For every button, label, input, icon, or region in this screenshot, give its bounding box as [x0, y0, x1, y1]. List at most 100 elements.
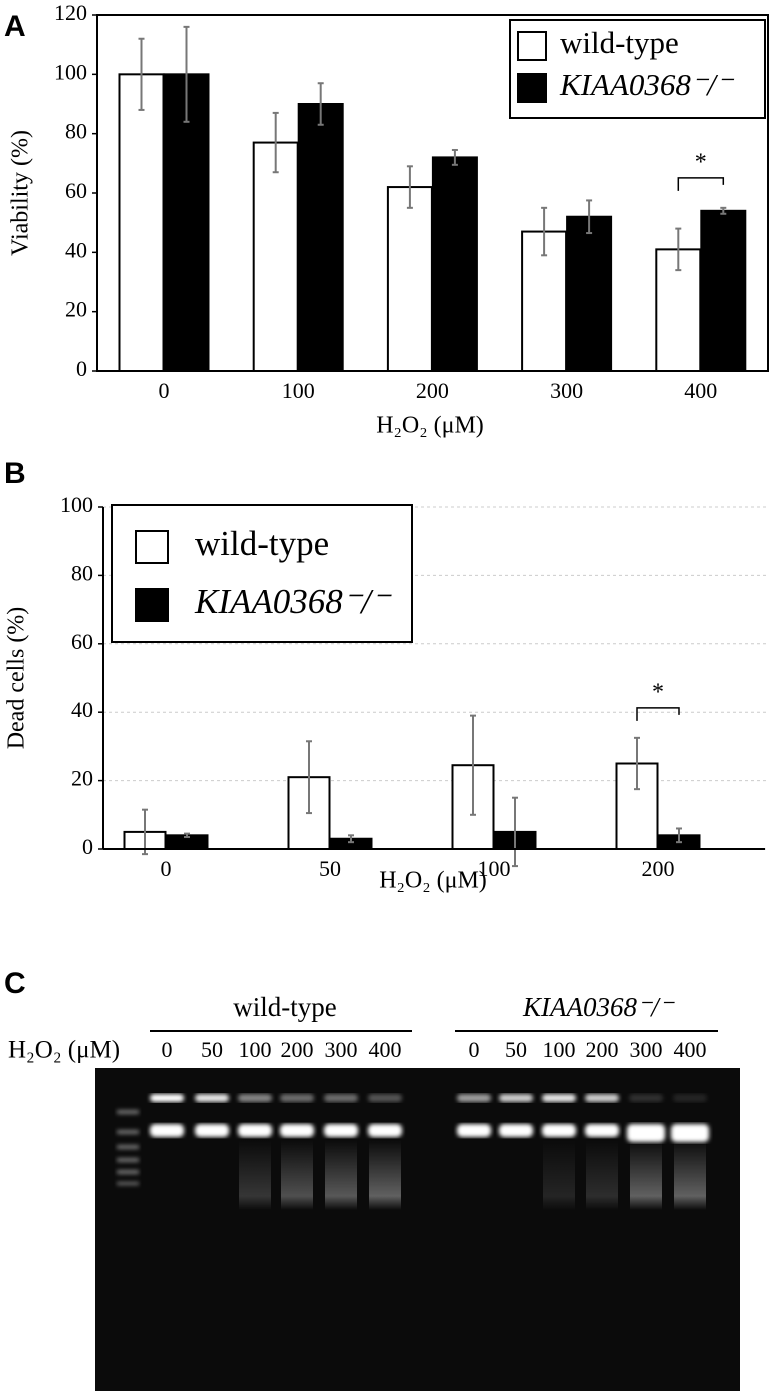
legend-label: wild-type	[195, 524, 329, 563]
x-tick-label: 200	[642, 856, 675, 881]
gel-band	[324, 1094, 358, 1102]
lane-label: 50	[201, 1037, 223, 1062]
gel-smear	[674, 1140, 706, 1210]
bar	[431, 156, 478, 372]
gel-band	[150, 1124, 184, 1137]
gel-smear	[325, 1140, 357, 1210]
gel-band	[542, 1124, 576, 1137]
legend-label: KIAA0368⁻/⁻	[194, 582, 392, 621]
bar	[297, 103, 344, 372]
group-label: KIAA0368⁻/⁻	[522, 992, 675, 1022]
y-tick-label: 80	[65, 119, 87, 144]
gel-band	[195, 1124, 229, 1137]
error-bar	[586, 199, 593, 235]
significance-mark: *	[695, 149, 707, 175]
bar	[386, 186, 433, 372]
lane-label: 100	[543, 1037, 576, 1062]
lane-label: 100	[239, 1037, 272, 1062]
error-bar	[634, 736, 640, 791]
x-tick-label: 100	[282, 378, 315, 403]
gel-band	[499, 1094, 533, 1102]
gel-band	[280, 1094, 314, 1102]
error-bar	[142, 808, 148, 856]
y-tick-label: 100	[60, 492, 93, 517]
error-bar	[348, 834, 354, 844]
gel-band	[585, 1124, 619, 1137]
x-tick-label: 0	[161, 856, 172, 881]
error-bar	[272, 111, 279, 174]
error-bar	[541, 206, 548, 257]
x-tick-label: 100	[478, 856, 511, 881]
gel-smear	[281, 1140, 313, 1210]
panel-label: C	[4, 967, 26, 1000]
lane-label: 200	[281, 1037, 314, 1062]
y-tick-label: 0	[82, 834, 93, 859]
plot-frame	[96, 14, 769, 372]
error-bar	[406, 165, 413, 209]
gel-band	[457, 1124, 491, 1137]
gel-band	[280, 1124, 314, 1137]
lane-label: 0	[469, 1037, 480, 1062]
significance-mark: *	[652, 679, 664, 705]
lane-label: 300	[325, 1037, 358, 1062]
y-tick-label: 60	[71, 629, 93, 654]
lane-label: 400	[674, 1037, 707, 1062]
error-bar	[512, 796, 518, 868]
gel-band	[671, 1124, 709, 1142]
error-bar	[720, 206, 727, 215]
gel-band	[457, 1094, 491, 1102]
error-bar	[183, 25, 190, 123]
gel-band	[195, 1094, 229, 1102]
lane-label: 0	[162, 1037, 173, 1062]
gel-band	[324, 1124, 358, 1137]
gel-band	[150, 1094, 184, 1102]
lane-label: 50	[505, 1037, 527, 1062]
x-tick-label: 50	[319, 856, 341, 881]
error-bar	[317, 82, 324, 126]
panel-label: B	[4, 457, 26, 490]
gel-axis-label: H₂O₂ (μM)	[8, 1037, 120, 1064]
gel-smear	[369, 1140, 401, 1210]
legend-label: wild-type	[560, 25, 679, 60]
gel-band	[585, 1094, 619, 1102]
gel-smear	[630, 1140, 662, 1210]
y-tick-label: 0	[76, 356, 87, 381]
error-bar	[138, 37, 145, 111]
y-tick-label: 100	[54, 59, 87, 84]
gel-band	[368, 1094, 402, 1102]
y-tick-label: 40	[71, 697, 93, 722]
legend-swatch	[135, 588, 169, 622]
error-bar	[470, 714, 476, 816]
legend-box	[509, 19, 766, 119]
y-axis-label: Dead cells (%)	[4, 607, 30, 750]
bar	[566, 215, 613, 372]
significance-bracket	[677, 177, 725, 191]
error-bar	[306, 740, 312, 815]
legend-swatch	[135, 530, 169, 564]
gel-band	[238, 1094, 272, 1102]
error-bar	[451, 148, 458, 166]
y-tick-label: 20	[71, 766, 93, 791]
gel-band	[368, 1124, 402, 1137]
x-axis-label: H₂O₂ (μM)	[379, 868, 487, 894]
bar	[700, 209, 747, 372]
lane-label: 200	[586, 1037, 619, 1062]
group-label: wild-type	[233, 992, 336, 1022]
y-tick-label: 120	[54, 0, 87, 25]
error-bar	[675, 227, 682, 272]
gel-band	[673, 1094, 707, 1102]
panel-label: A	[4, 10, 26, 43]
gel-smear	[543, 1140, 575, 1210]
lane-label: 400	[369, 1037, 402, 1062]
y-tick-label: 40	[65, 237, 87, 262]
gel-band	[499, 1124, 533, 1137]
x-tick-label: 200	[416, 378, 449, 403]
legend-swatch	[517, 73, 547, 103]
x-tick-label: 0	[159, 378, 170, 403]
gel-band	[627, 1124, 665, 1142]
x-tick-label: 400	[684, 378, 717, 403]
legend-label: KIAA0368⁻/⁻	[559, 67, 735, 102]
y-axis-label: Viability (%)	[8, 130, 34, 256]
lane-label: 300	[630, 1037, 663, 1062]
